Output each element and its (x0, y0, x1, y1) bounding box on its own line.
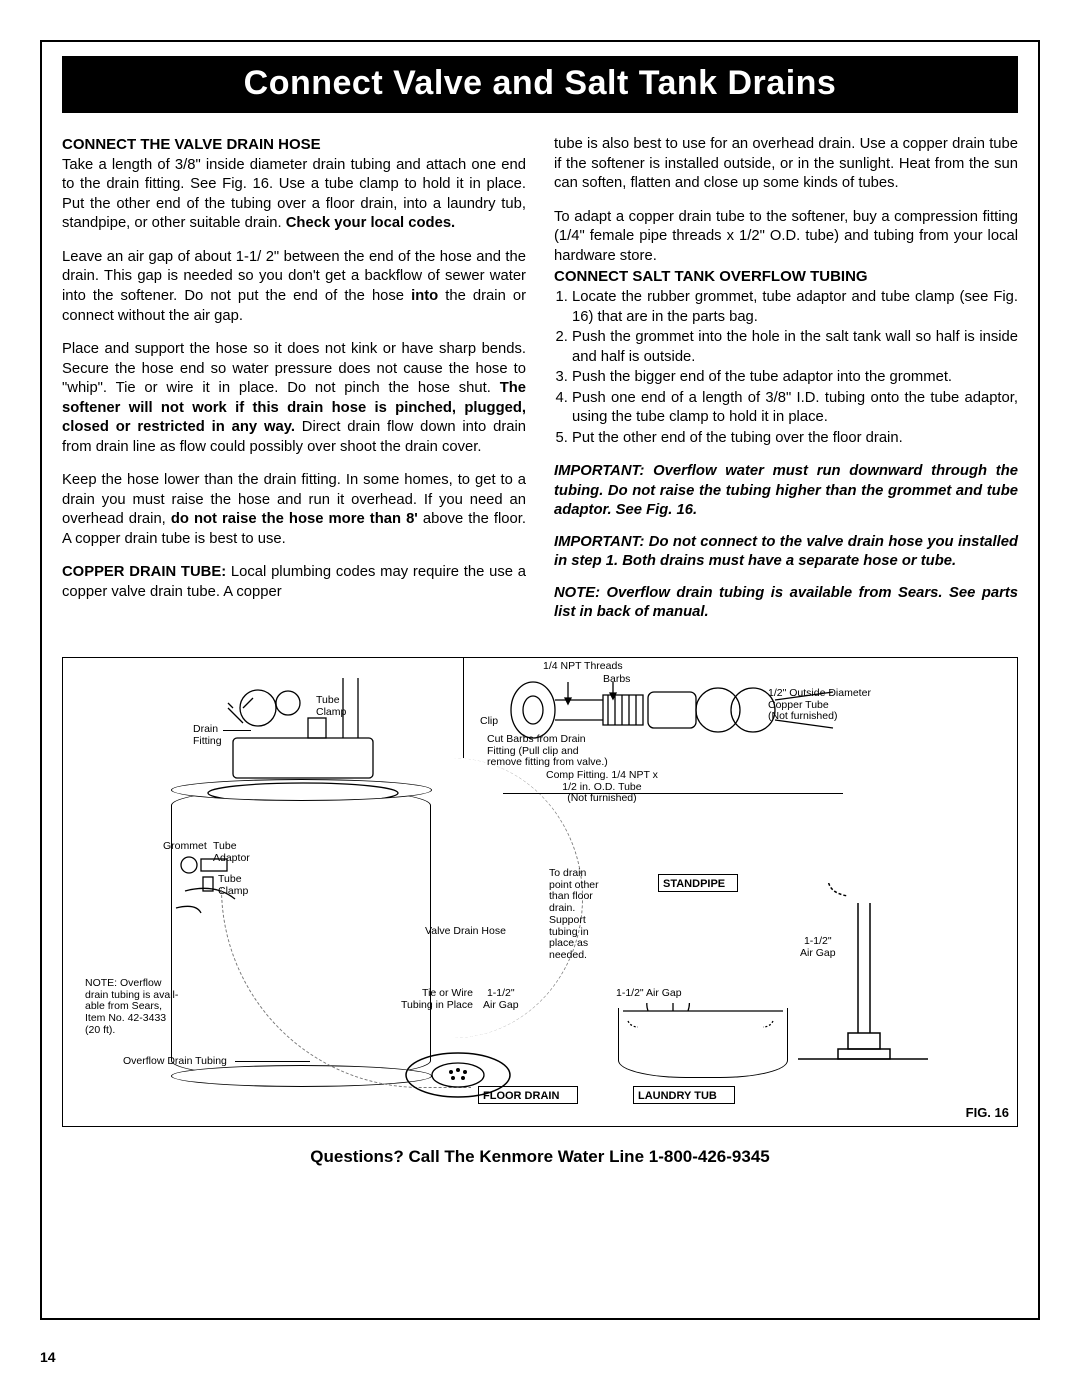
label-tube-adaptor: Tube Adaptor (213, 841, 250, 865)
label-grommet: Grommet (163, 841, 207, 853)
label-npt: 1/4 NPT Threads (543, 661, 623, 673)
page-frame: Connect Valve and Salt Tank Drains CONNE… (40, 40, 1040, 1320)
label-drain-fitting: Drain Fitting (193, 724, 222, 748)
label-air-gap1: 1-1/2" Air Gap (800, 936, 836, 960)
page-number: 14 (40, 1349, 56, 1365)
label-comp-fitting: Comp Fitting. 1/4 NPT x 1/2 in. O.D. Tub… (546, 770, 658, 805)
label-overflow-tubing: Overflow Drain Tubing (123, 1056, 227, 1068)
leader-drainfit (223, 730, 251, 731)
footer-contact: Questions? Call The Kenmore Water Line 1… (62, 1147, 1018, 1167)
label-clip: Clip (480, 716, 498, 728)
figure-16: 1/4 NPT Threads Barbs Tube Clamp Drain F… (62, 657, 1018, 1127)
standpipe-icon (798, 883, 928, 1083)
content-columns: CONNECT THE VALVE DRAIN HOSE Take a leng… (62, 135, 1018, 635)
label-note-overflow: NOTE: Overflow drain tubing is avail- ab… (85, 978, 178, 1037)
note-overflow: NOTE: Overflow drain tubing is available… (554, 584, 1018, 623)
label-copper-tube: 1/2" Outside Diameter Copper Tube (Not f… (768, 688, 871, 723)
step-2: Push the grommet into the hole in the sa… (572, 328, 1018, 367)
valve-head-icon (193, 668, 413, 798)
heading-overflow-tubing: CONNECT SALT TANK OVERFLOW TUBING (554, 267, 1018, 287)
para-1: Take a length of 3/8" inside diameter dr… (62, 156, 526, 234)
label-to-drain: To drain point other than floor drain. S… (549, 868, 599, 962)
label-air-gap3: 1-1/2" Air Gap (616, 988, 682, 1000)
laundry-tub-faucet-icon (623, 1003, 793, 1083)
step-5: Put the other end of the tubing over the… (572, 429, 1018, 449)
step-3: Push the bigger end of the tube adaptor … (572, 368, 1018, 388)
important-2: IMPORTANT: Do not connect to the valve d… (554, 533, 1018, 572)
label-air-gap2: 1-1/2" Air Gap (483, 988, 519, 1012)
laundry-tub-box (633, 1086, 735, 1104)
label-barbs: Barbs (603, 674, 630, 686)
page-title: Connect Valve and Salt Tank Drains (62, 56, 1018, 113)
floor-drain-box (478, 1086, 578, 1104)
para-r2: To adapt a copper drain tube to the soft… (554, 208, 1018, 267)
left-column: CONNECT THE VALVE DRAIN HOSE Take a leng… (62, 135, 526, 635)
label-cut-barbs: Cut Barbs from Drain Fitting (Pull clip … (487, 734, 608, 769)
label-tube-clamp: Tube Clamp (316, 695, 346, 719)
leader-overflow (235, 1061, 310, 1062)
heading-valve-drain: CONNECT THE VALVE DRAIN HOSE (62, 135, 526, 155)
label-valve-drain-hose: Valve Drain Hose (425, 926, 506, 938)
standpipe-box (658, 874, 738, 892)
steps-list: Locate the rubber grommet, tube adaptor … (572, 288, 1018, 448)
step-4: Push one end of a length of 3/8" I.D. tu… (572, 389, 1018, 428)
para-2: Leave an air gap of about 1-1/ 2" betwee… (62, 248, 526, 326)
para-3: Place and support the hose so it does no… (62, 340, 526, 457)
para-r1: tube is also best to use for an overhead… (554, 135, 1018, 194)
para-4: Keep the hose lower than the drain fitti… (62, 471, 526, 549)
right-column: tube is also best to use for an overhead… (554, 135, 1018, 635)
divider-line (463, 658, 464, 758)
figure-number: FIG. 16 (966, 1105, 1009, 1120)
label-tube-clamp2: Tube Clamp (218, 874, 248, 898)
step-1: Locate the rubber grommet, tube adaptor … (572, 288, 1018, 327)
label-tie-wire: Tie or Wire Tubing in Place (401, 988, 473, 1012)
para-5: COPPER DRAIN TUBE: Local plumbing codes … (62, 563, 526, 602)
important-1: IMPORTANT: Overflow water must run downw… (554, 462, 1018, 521)
